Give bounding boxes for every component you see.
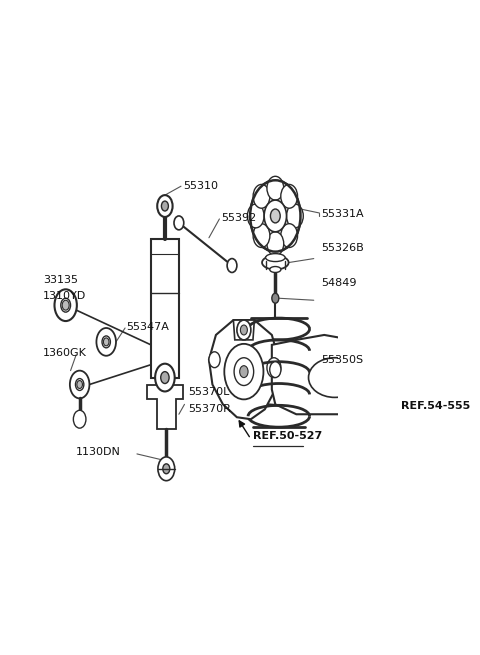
- Text: REF.54-555: REF.54-555: [401, 402, 470, 411]
- Ellipse shape: [309, 358, 361, 398]
- Circle shape: [253, 224, 270, 248]
- Text: 1360GK: 1360GK: [43, 348, 87, 358]
- Circle shape: [240, 365, 248, 377]
- Circle shape: [55, 290, 77, 321]
- Polygon shape: [272, 335, 397, 414]
- Text: 55331A: 55331A: [321, 209, 363, 219]
- Circle shape: [281, 185, 298, 208]
- Circle shape: [267, 358, 281, 377]
- Circle shape: [75, 379, 84, 390]
- Circle shape: [102, 336, 110, 348]
- Circle shape: [267, 176, 284, 200]
- Text: REF.50-527: REF.50-527: [253, 431, 322, 441]
- Text: 33135: 33135: [43, 276, 78, 286]
- Text: 55370R: 55370R: [188, 404, 231, 415]
- Circle shape: [96, 328, 116, 356]
- Circle shape: [155, 364, 175, 392]
- Text: 55392: 55392: [221, 213, 256, 223]
- Circle shape: [157, 195, 173, 217]
- Circle shape: [158, 457, 175, 481]
- Circle shape: [253, 185, 270, 208]
- Ellipse shape: [262, 255, 288, 269]
- Circle shape: [234, 358, 253, 386]
- Circle shape: [287, 204, 303, 228]
- Polygon shape: [209, 320, 279, 419]
- Circle shape: [209, 352, 220, 367]
- Polygon shape: [151, 239, 179, 377]
- Text: 55350S: 55350S: [321, 355, 363, 365]
- Text: 55370L: 55370L: [188, 388, 229, 398]
- Circle shape: [174, 216, 184, 230]
- Circle shape: [250, 180, 300, 252]
- Circle shape: [237, 320, 251, 340]
- Circle shape: [270, 362, 281, 377]
- Circle shape: [161, 371, 169, 384]
- Polygon shape: [147, 384, 183, 429]
- Circle shape: [388, 377, 397, 392]
- Circle shape: [281, 224, 298, 248]
- Circle shape: [267, 232, 284, 255]
- Text: 54849: 54849: [321, 278, 356, 288]
- Circle shape: [163, 464, 170, 474]
- Text: 55326B: 55326B: [321, 243, 363, 253]
- Polygon shape: [233, 320, 254, 340]
- Circle shape: [272, 293, 279, 303]
- Circle shape: [224, 344, 264, 400]
- Circle shape: [73, 410, 86, 428]
- Circle shape: [264, 200, 287, 232]
- Text: 55310: 55310: [183, 181, 218, 191]
- Circle shape: [70, 371, 89, 398]
- Circle shape: [103, 338, 109, 346]
- Circle shape: [77, 381, 83, 388]
- Circle shape: [227, 259, 237, 272]
- Ellipse shape: [270, 267, 281, 272]
- Circle shape: [62, 300, 69, 310]
- Circle shape: [161, 201, 168, 211]
- Circle shape: [247, 204, 264, 228]
- Text: 1130DN: 1130DN: [76, 447, 121, 457]
- Circle shape: [61, 298, 71, 312]
- Circle shape: [270, 209, 280, 223]
- Ellipse shape: [265, 253, 285, 261]
- Circle shape: [240, 325, 247, 335]
- Circle shape: [382, 369, 403, 400]
- Text: 1310YD: 1310YD: [43, 291, 86, 301]
- Text: 55347A: 55347A: [126, 322, 169, 332]
